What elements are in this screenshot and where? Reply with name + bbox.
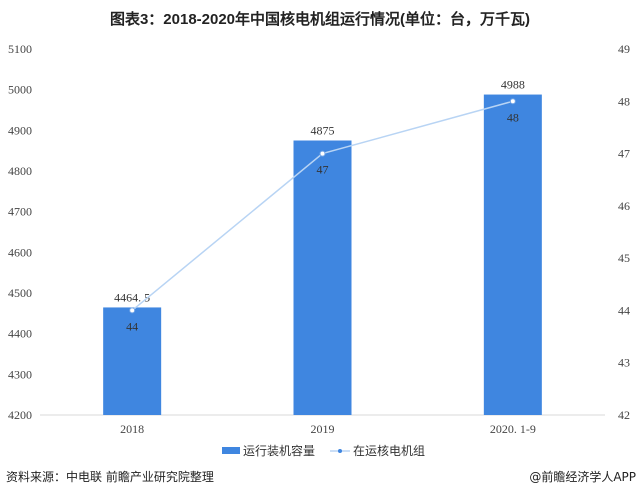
left-tick-label: 5100 — [8, 42, 32, 56]
bar-data-label: 4875 — [311, 124, 335, 138]
right-tick-label: 48 — [618, 94, 630, 108]
line-data-label: 48 — [507, 110, 519, 124]
right-tick-label: 44 — [618, 303, 630, 317]
credit: @前瞻经济学人APP — [529, 469, 636, 484]
left-tick-label: 4800 — [8, 164, 32, 178]
legend-bar-swatch — [222, 447, 240, 454]
left-tick-label: 4600 — [8, 245, 32, 259]
chart-title: 图表3：2018-2020年中国核电机组运行情况(单位：台，万千瓦) — [110, 10, 530, 28]
x-tick-label: 2019 — [311, 422, 335, 436]
line-point — [129, 307, 136, 314]
left-tick-label: 5000 — [8, 83, 32, 97]
legend-line-label: 在运核电机组 — [353, 444, 425, 458]
left-tick-label: 4700 — [8, 205, 32, 219]
line-point — [319, 150, 326, 157]
bar — [293, 140, 352, 415]
x-tick-label: 2018 — [120, 422, 144, 436]
left-tick-label: 4300 — [8, 367, 32, 381]
legend-bar-label: 运行装机容量 — [243, 443, 315, 458]
right-tick-label: 45 — [618, 251, 630, 265]
x-tick-label: 2020. 1-9 — [490, 422, 536, 436]
left-tick-label: 4900 — [8, 123, 32, 137]
right-tick-label: 43 — [618, 356, 630, 370]
bar-data-label: 4464. 5 — [114, 290, 150, 304]
line-data-label: 47 — [317, 163, 329, 177]
left-tick-label: 4400 — [8, 327, 32, 341]
line-data-label: 44 — [126, 319, 138, 333]
bar — [483, 94, 542, 416]
left-tick-label: 4200 — [8, 408, 32, 422]
legend-line-marker — [338, 449, 342, 453]
line-point — [509, 98, 516, 105]
right-tick-label: 42 — [618, 408, 630, 422]
bar-data-label: 4988 — [501, 78, 525, 92]
right-tick-label: 47 — [618, 147, 630, 161]
right-tick-label: 49 — [618, 42, 630, 56]
legend: 运行装机容量 在运核电机组 — [222, 443, 425, 458]
left-tick-label: 4500 — [8, 286, 32, 300]
source-note: 资料来源：中电联 前瞻产业研究院整理 — [6, 469, 214, 484]
right-tick-label: 46 — [618, 199, 630, 213]
bar — [103, 307, 162, 415]
